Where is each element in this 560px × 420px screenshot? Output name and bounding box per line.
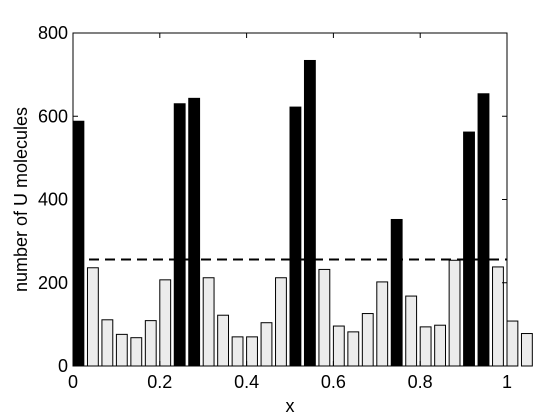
bar-6 — [159, 279, 172, 367]
y-tick-label-3: 600 — [38, 106, 68, 126]
y-tick-label-4: 800 — [38, 23, 68, 43]
bar-7 — [173, 103, 186, 367]
bar-22 — [390, 218, 403, 367]
bar-11 — [231, 336, 244, 367]
bar-8 — [188, 97, 201, 367]
bar-13 — [260, 322, 273, 367]
bar-16 — [303, 59, 316, 367]
bar-14 — [275, 277, 287, 367]
bar-0 — [72, 120, 85, 367]
bar-18 — [332, 325, 345, 367]
bar-27 — [463, 131, 475, 367]
x-tick-label-0: 0 — [68, 372, 78, 392]
bar-9 — [202, 277, 215, 367]
bar-21 — [376, 281, 389, 367]
bar-24 — [419, 326, 432, 367]
bar-15 — [289, 106, 302, 367]
x-tick-label-4: 0.8 — [408, 372, 433, 392]
bar-20 — [361, 313, 374, 367]
y-tick-label-1: 200 — [38, 273, 68, 293]
y-tick-label-2: 400 — [38, 190, 68, 210]
bar-26 — [448, 259, 461, 367]
bar-23 — [405, 295, 418, 367]
bar-19 — [347, 331, 360, 367]
bar-5 — [144, 320, 157, 367]
bar-31 — [520, 333, 533, 367]
x-tick-label-3: 0.6 — [321, 372, 346, 392]
bar-3 — [115, 333, 128, 367]
x-ticks: 0 0.2 0.4 0.6 0.8 1 — [68, 33, 512, 392]
x-axis-label: x — [286, 396, 295, 416]
y-axis-label: number of U molecules — [11, 107, 31, 292]
bar-28 — [477, 93, 490, 367]
bar-10 — [217, 314, 230, 367]
x-tick-label-1: 0.2 — [147, 372, 172, 392]
bar-30 — [506, 320, 519, 367]
bar-12 — [246, 336, 258, 367]
bar-2 — [101, 319, 114, 367]
bar-29 — [492, 266, 504, 367]
y-tick-label-0: 0 — [58, 356, 68, 376]
bar-17 — [318, 268, 331, 367]
bar-25 — [434, 324, 447, 367]
x-tick-label-2: 0.4 — [234, 372, 259, 392]
y-ticks: 0 200 400 600 800 — [38, 23, 507, 376]
bar-4 — [130, 337, 143, 367]
bars-group — [72, 59, 533, 367]
x-tick-label-5: 1 — [502, 372, 512, 392]
bar-1 — [86, 267, 99, 367]
